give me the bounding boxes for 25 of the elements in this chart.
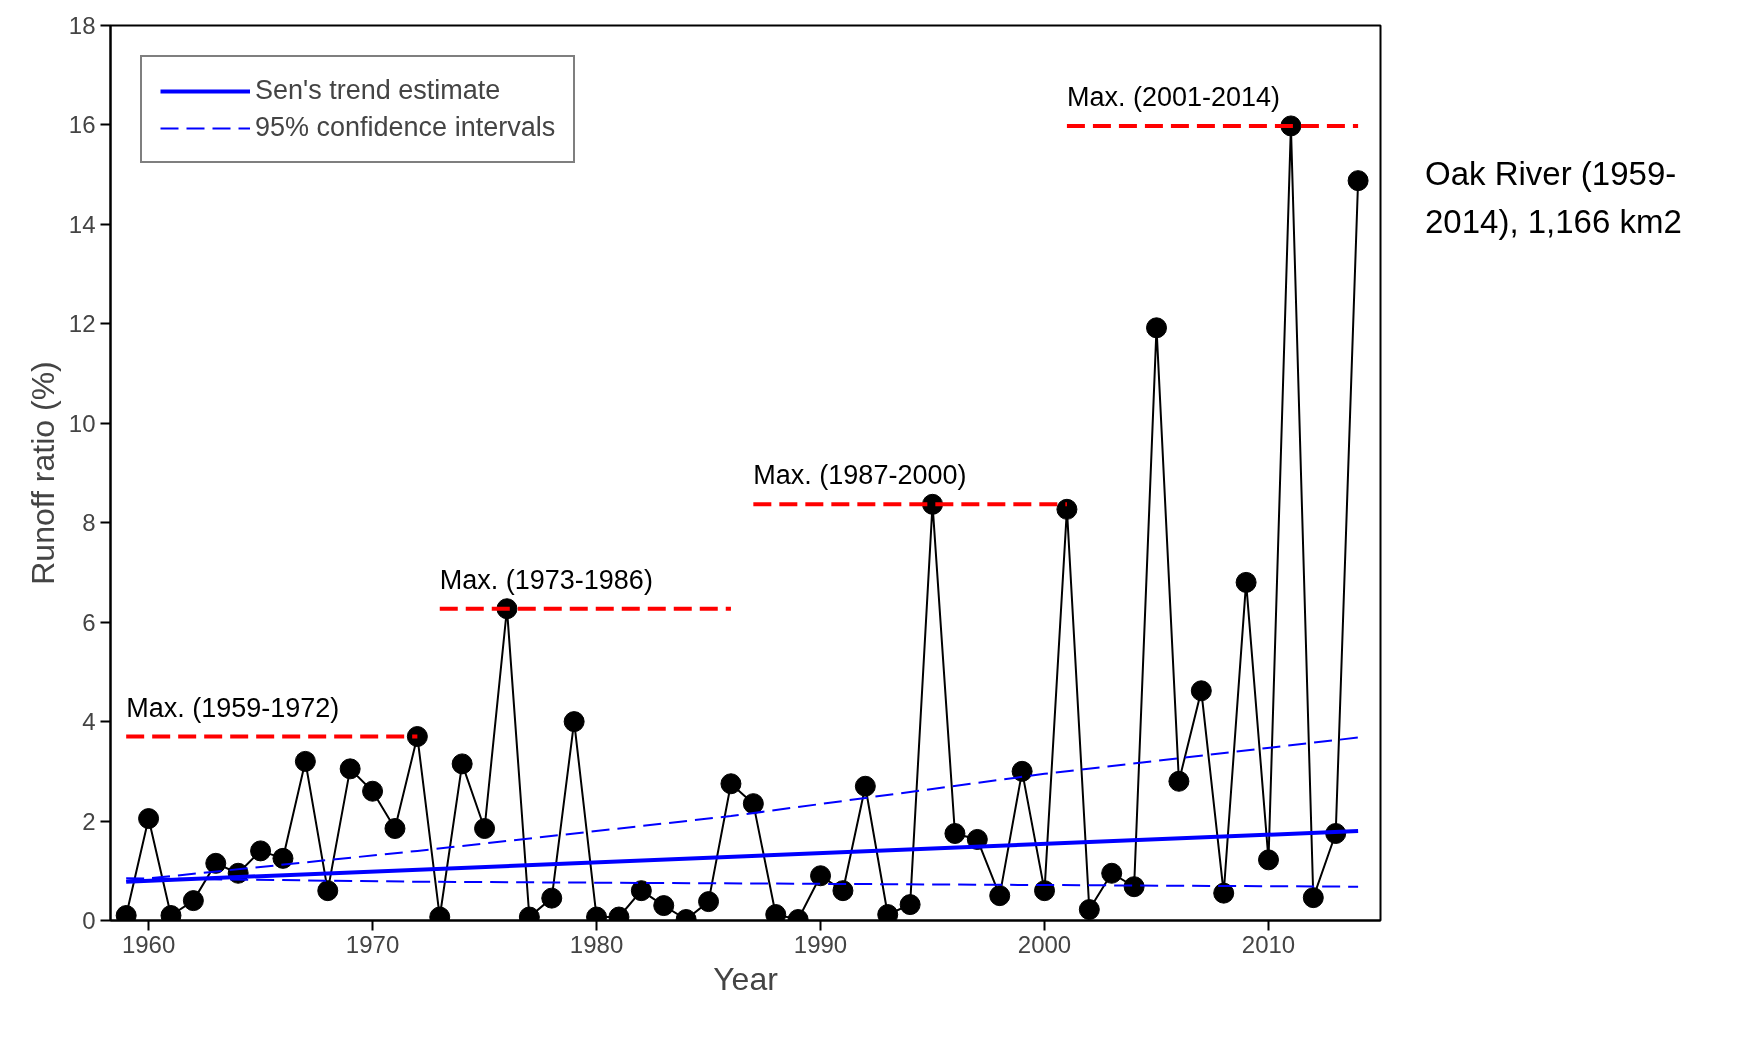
y-tick-label: 14 <box>68 210 96 238</box>
x-tick-label: 2010 <box>1241 930 1296 958</box>
annotation: Max. (1973-1986) <box>439 564 653 595</box>
x-axis-title: Year <box>713 960 779 997</box>
y-tick-label: 2 <box>82 807 96 835</box>
y-axis-title: Runoff ratio (%) <box>24 361 61 585</box>
annotation: Max. (1987-2000) <box>753 460 967 491</box>
x-tick-label: 1980 <box>569 930 624 958</box>
y-tick-label: 4 <box>82 708 96 736</box>
y-tick-label: 0 <box>82 907 96 934</box>
x-tick-label: 2000 <box>1017 930 1072 958</box>
y-tick-label: 8 <box>82 509 96 537</box>
y-tick-label: 16 <box>68 111 96 139</box>
legend-label: Sen's trend estimate <box>255 75 501 106</box>
legend-label: 95% confidence intervals <box>255 112 556 143</box>
x-tick-label: 1960 <box>121 930 176 958</box>
x-tick-label: 1970 <box>345 930 400 958</box>
y-tick-label: 18 <box>68 12 96 39</box>
annotation: Max. (1959-1972) <box>126 692 340 723</box>
y-tick-label: 10 <box>68 409 96 437</box>
text: Oak River (1959-2014), 1,166 km2 <box>1425 154 1683 242</box>
annotation: Max. (2001-2014) <box>1066 81 1281 112</box>
y-tick-label: 6 <box>82 608 96 636</box>
x-tick-label: 1990 <box>793 930 848 958</box>
y-tick-label: 12 <box>68 310 96 338</box>
